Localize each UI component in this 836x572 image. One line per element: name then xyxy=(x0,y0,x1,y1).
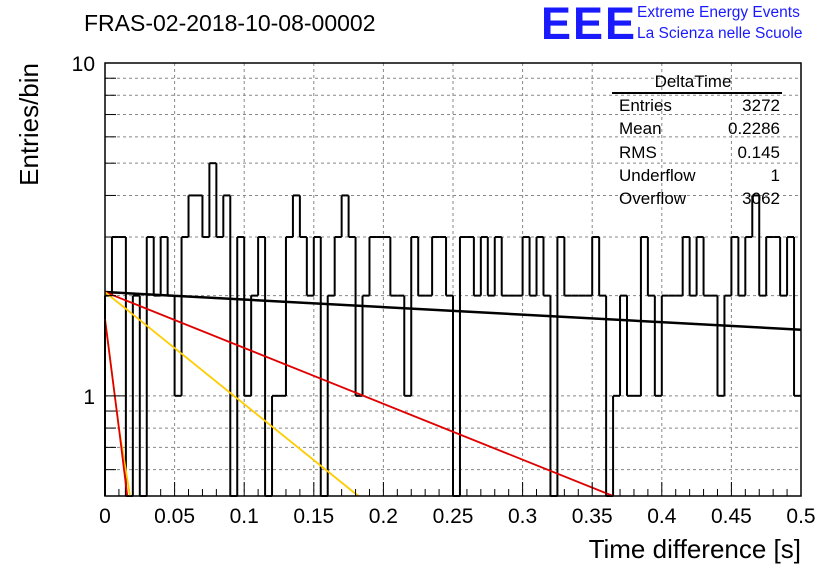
axis-ticks xyxy=(104,62,802,497)
x-tick-label: 0.5 xyxy=(786,505,815,528)
fit-curve xyxy=(104,319,129,497)
x-tick-label: 0.05 xyxy=(154,505,195,528)
stats-value: 0.2286 xyxy=(728,119,780,139)
x-tick-label: 0.2 xyxy=(369,505,398,528)
stats-row: Overflow 3062 xyxy=(612,187,780,210)
fit-curve xyxy=(104,291,359,497)
eee-logo: EEE xyxy=(541,0,638,49)
fit-curves xyxy=(104,290,802,497)
stats-row: Underflow 1 xyxy=(612,164,780,187)
chart-title: FRAS-02-2018-10-08-00002 xyxy=(84,10,376,36)
eee-logo-caption: Extreme Energy Events La Scienza nelle S… xyxy=(637,2,802,44)
stats-row: Entries 3272 xyxy=(612,94,780,117)
stats-title: DeltaTime xyxy=(654,72,732,91)
y-tick-label: 1 xyxy=(83,386,95,409)
logo-caption-line2: La Scienza nelle Scuole xyxy=(637,25,803,42)
x-tick-label: 0.4 xyxy=(647,505,677,528)
x-axis-label: Time difference [s] xyxy=(589,534,801,564)
x-tick-label: 0.45 xyxy=(711,505,752,528)
x-tick-label: 0.35 xyxy=(572,505,613,528)
x-tick-label: 0.3 xyxy=(508,505,537,528)
stats-label: Mean xyxy=(619,119,662,139)
stats-value: 3272 xyxy=(742,96,780,115)
stats-value: 1 xyxy=(770,165,780,185)
x-tick-label: 0.1 xyxy=(230,505,259,528)
logo-caption-line1: Extreme Energy Events xyxy=(637,4,800,21)
stats-label: Entries xyxy=(619,96,672,115)
fit-curve xyxy=(104,290,802,331)
histogram-series xyxy=(104,162,801,497)
stats-box: DeltaTime Entries 3272 Mean 0.2286 RMS 0.145 U… xyxy=(612,72,782,210)
stats-label: Overflow xyxy=(619,189,687,209)
stats-label: RMS xyxy=(619,142,657,162)
stats-value: 0.145 xyxy=(737,142,780,162)
stats-value: 3062 xyxy=(742,189,780,209)
y-axis-label: Entries/bin xyxy=(14,63,44,186)
x-tick-label: 0.15 xyxy=(293,505,334,528)
x-tick-label: 0 xyxy=(99,505,111,528)
y-tick-label: 10 xyxy=(72,53,95,76)
stats-title-rule xyxy=(612,92,782,94)
stats-label: Underflow xyxy=(619,165,696,185)
fit-curve xyxy=(104,291,614,497)
stats-row: Mean 0.2286 xyxy=(612,117,780,140)
stats-row: RMS 0.145 xyxy=(612,141,780,164)
axis-labels: 0 0.05 0.1 0.15 0.2 0.25 0.3 0.35 0.4 0.45 0.5 1 10 T… xyxy=(14,53,816,564)
x-tick-label: 0.25 xyxy=(433,505,474,528)
